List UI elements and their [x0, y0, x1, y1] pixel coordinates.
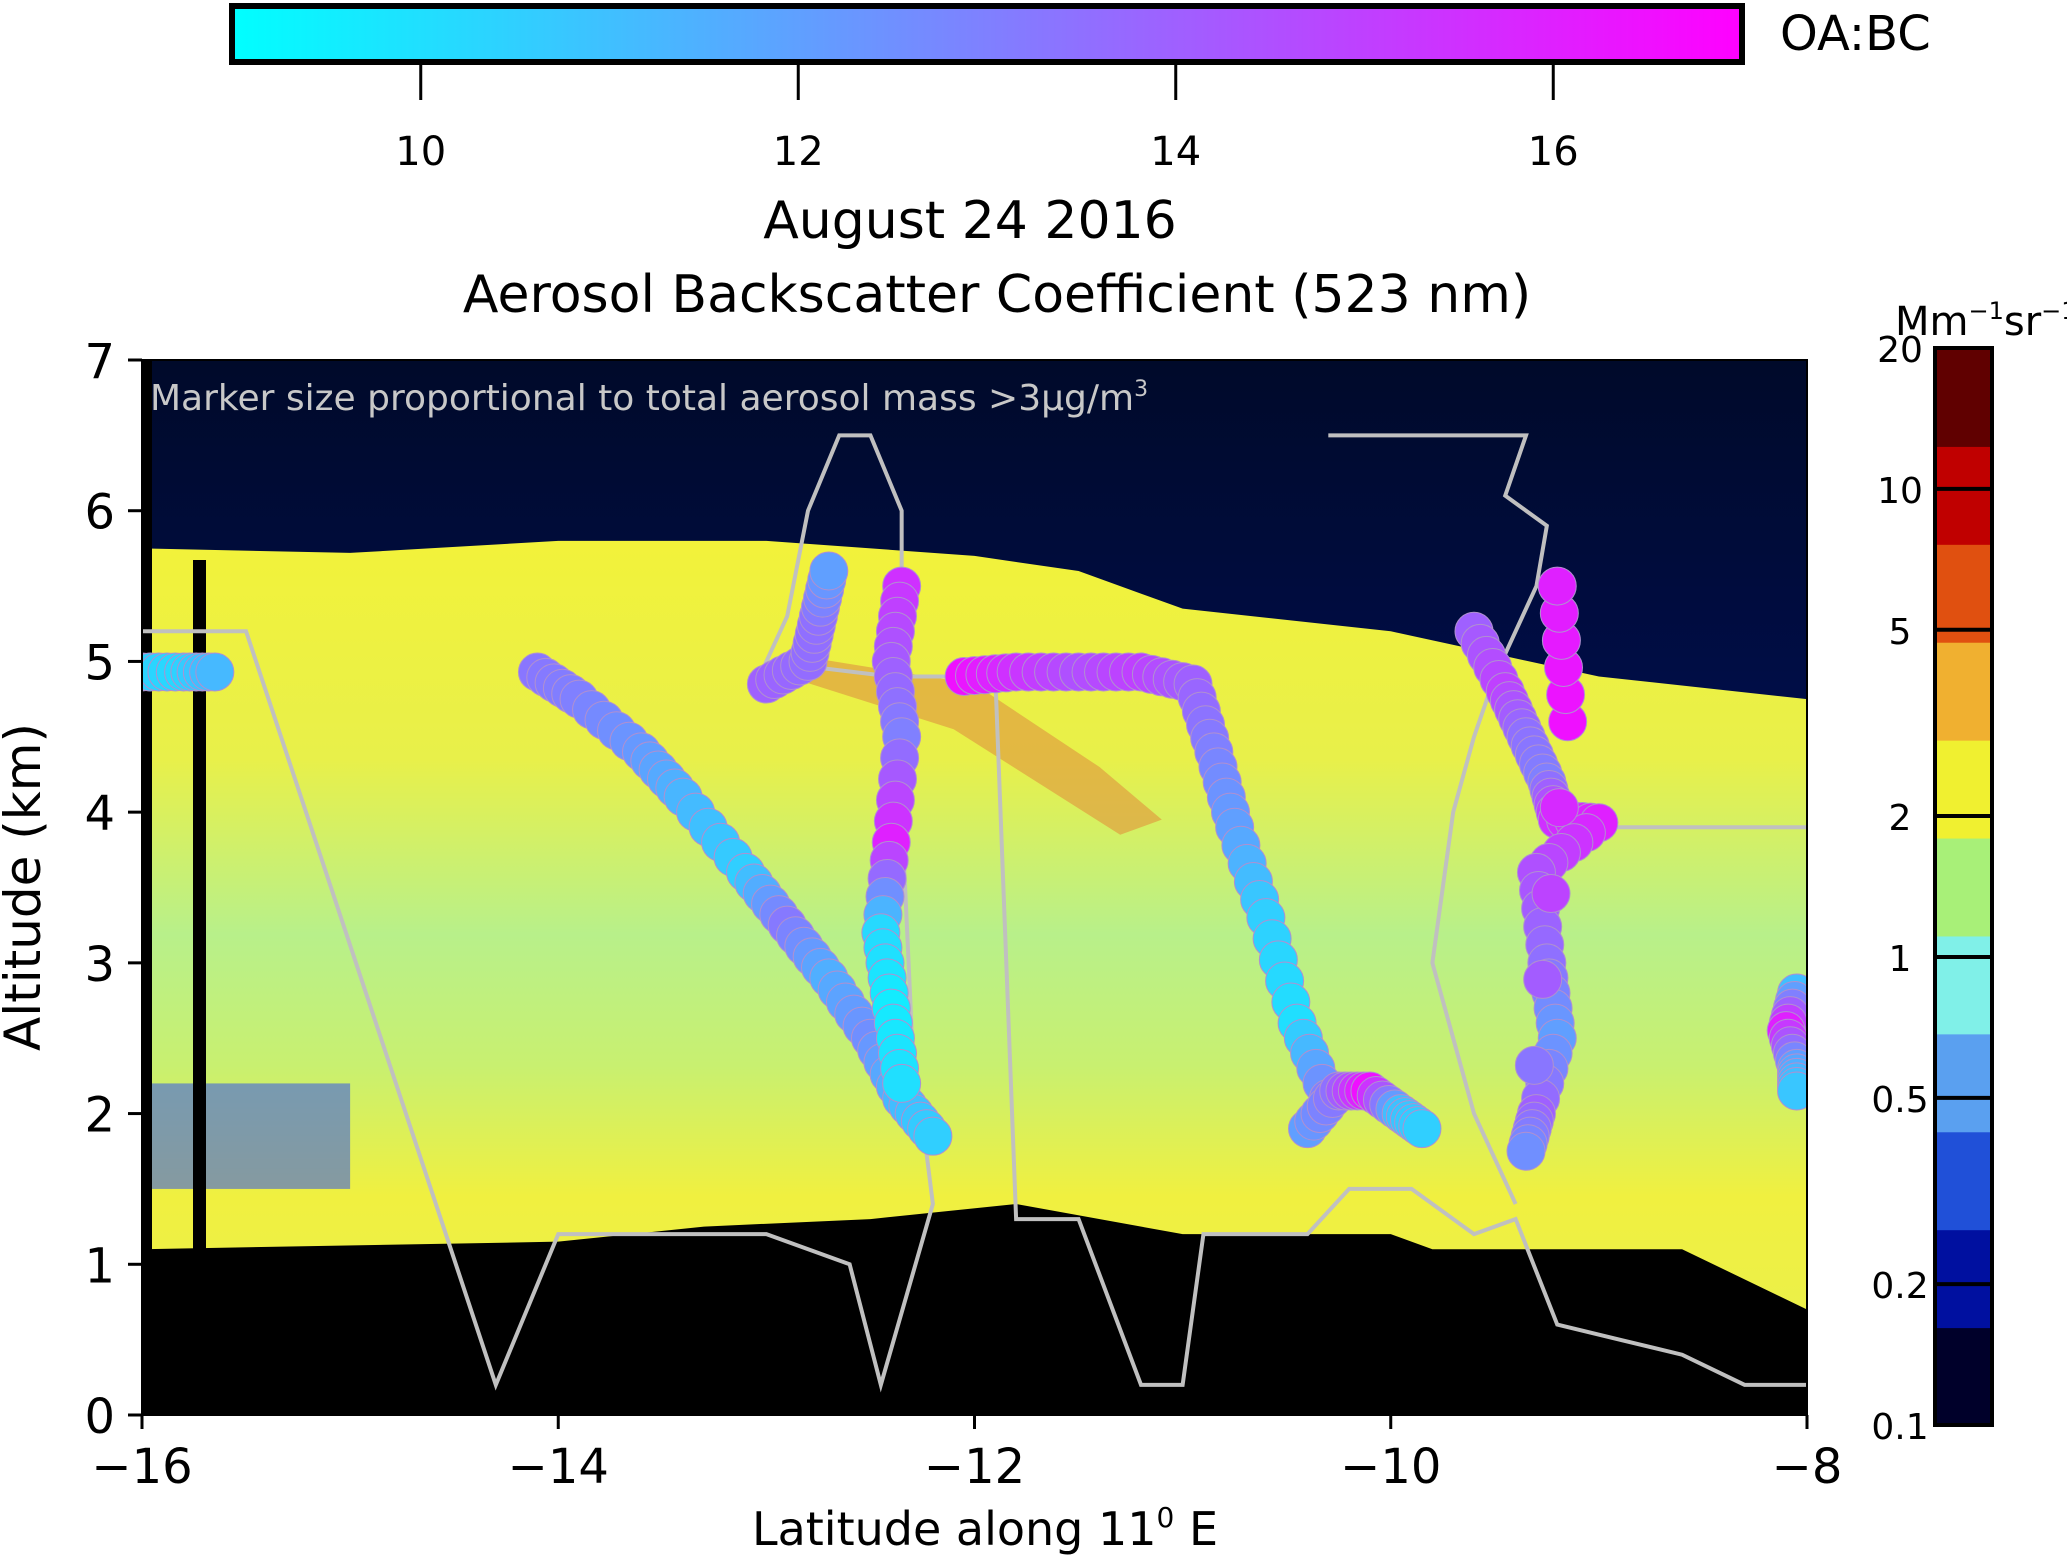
- backscatter-tick-label: 5: [1889, 612, 1912, 653]
- y-axis: 0 1 2 3 4 5 6 7: [84, 334, 142, 1445]
- x-tick-label: −16: [91, 1439, 192, 1495]
- data-gap-bar-2: [193, 560, 206, 1415]
- oa-bc-colorbar-ramp: [229, 3, 1745, 65]
- aerosol-marker: [809, 551, 849, 591]
- plot-area: Marker size proportional to total aeroso…: [142, 360, 1807, 1415]
- low-level-clean-band: [142, 1083, 351, 1189]
- chart-title: August 24 2016: [763, 191, 1177, 251]
- y-axis-label: Altitude (km): [0, 723, 52, 1051]
- y-tick-label: 2: [84, 1088, 115, 1144]
- backscatter-colorbar-unit: Mm−1sr−1: [1895, 297, 2067, 345]
- backscatter-colorbar-segment: [1935, 1327, 1992, 1426]
- aerosol-layer: [142, 540, 1807, 1415]
- y-tick-label: 7: [84, 334, 115, 390]
- backscatter-tick-label: 2: [1889, 798, 1912, 839]
- aerosol-marker: [882, 1063, 922, 1103]
- backscatter-tick-label: 20: [1877, 330, 1923, 371]
- aerosol-marker: [1506, 1131, 1546, 1171]
- backscatter-colorbar-segment: [1935, 935, 1992, 1035]
- backscatter-colorbar-segment: [1935, 543, 1992, 643]
- backscatter-colorbar-segment: [1935, 1229, 1992, 1329]
- aerosol-marker: [1531, 874, 1571, 914]
- aerosol-marker: [1523, 959, 1563, 999]
- annotation: Marker size proportional to total aeroso…: [150, 377, 1148, 419]
- backscatter-tick-label: 0.5: [1871, 1080, 1928, 1121]
- backscatter-colorbar-segment: [1935, 641, 1992, 741]
- y-tick-label: 0: [84, 1389, 115, 1445]
- backscatter-colorbar-segment: [1935, 445, 1992, 545]
- aerosol-marker: [1777, 1071, 1807, 1111]
- x-tick-label: −14: [508, 1439, 609, 1495]
- aerosol-marker: [1539, 788, 1579, 828]
- oa-bc-tick-label: 12: [773, 129, 824, 175]
- aerosol-marker: [195, 652, 235, 692]
- backscatter-colorbar-segment: [1935, 739, 1992, 839]
- surface-mask: [142, 1204, 1807, 1415]
- oa-bc-tick-label: 10: [395, 129, 446, 175]
- y-tick-label: 3: [84, 937, 115, 993]
- backscatter-tick-label: 0.2: [1871, 1266, 1928, 1307]
- backscatter-colorbar-segment: [1935, 1033, 1992, 1133]
- backscatter-tick-label: 10: [1877, 471, 1923, 512]
- chart-subtitle: Aerosol Backscatter Coefficient (523 nm): [463, 265, 1531, 325]
- backscatter-tick-label: 1: [1889, 939, 1912, 980]
- y-tick-label: 1: [84, 1238, 115, 1294]
- backscatter-colorbar-segment: [1935, 348, 1992, 447]
- aerosol-marker: [1514, 1045, 1554, 1085]
- oa-bc-colorbar-label: OA:BC: [1780, 6, 1931, 62]
- x-axis-label: Latitude along 110 E: [752, 1501, 1218, 1556]
- x-tick-label: −12: [924, 1439, 1025, 1495]
- x-tick-label: −8: [1772, 1439, 1843, 1495]
- aerosol-marker: [1537, 566, 1577, 606]
- y-tick-label: 6: [84, 485, 115, 541]
- backscatter-colorbar-segment: [1935, 837, 1992, 937]
- aerosol-marker: [913, 1116, 953, 1156]
- backscatter-colorbar: Mm−1sr−1 0.1 0.2 0.5 1 2 5 10 20: [1871, 297, 2067, 1448]
- oa-bc-tick-label: 14: [1150, 129, 1201, 175]
- backscatter-tick-label: 0.1: [1871, 1407, 1928, 1448]
- aerosol-marker: [1402, 1109, 1442, 1149]
- x-tick-label: −10: [1340, 1439, 1441, 1495]
- data-gap-bar-1: [142, 360, 152, 1415]
- x-axis: −16 −14 −12 −10 −8: [91, 1415, 1842, 1495]
- oa-bc-tick-label: 16: [1528, 129, 1579, 175]
- y-tick-label: 4: [84, 786, 115, 842]
- aircraft-markers: [142, 551, 1807, 1171]
- oa-bc-colorbar: 10 12 14 16 OA:BC: [229, 3, 1931, 175]
- backscatter-colorbar-segment: [1935, 1131, 1992, 1231]
- y-tick-label: 5: [84, 635, 115, 691]
